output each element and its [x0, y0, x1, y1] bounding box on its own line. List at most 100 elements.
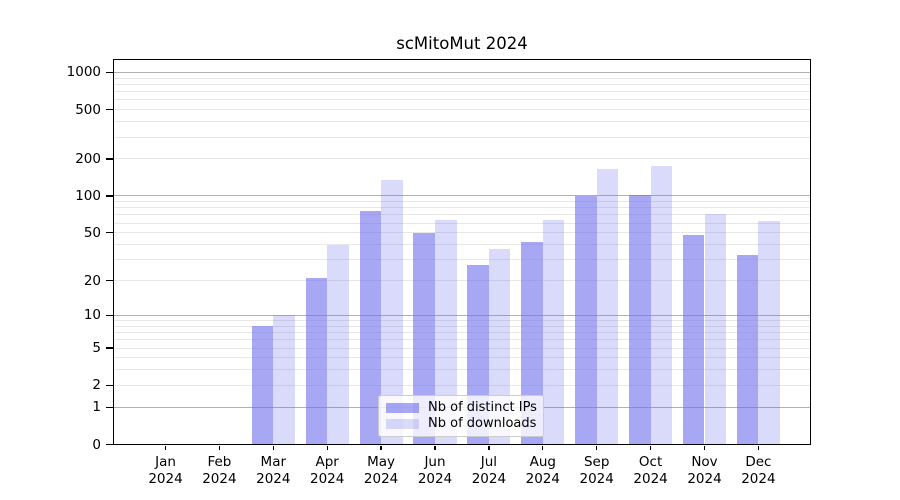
x-tick [488, 446, 490, 450]
x-tick [380, 446, 382, 450]
gridline-minor [113, 158, 811, 160]
gridline-minor [113, 109, 811, 111]
x-tick-label: Apr 2024 [310, 454, 345, 487]
bar-nb-of-downloads-oct-2024 [650, 166, 673, 445]
y-tick-label: 50 [83, 224, 101, 241]
bar-nb-of-distinct-ips-jun-2024 [413, 232, 435, 445]
x-tick [218, 446, 221, 450]
y-tick [106, 406, 113, 408]
gridline-minor [113, 207, 811, 209]
y-tick-label: 0 [92, 436, 101, 453]
legend-item-downloads: Nb of downloads [386, 416, 536, 432]
x-tick [272, 446, 274, 450]
x-tick [326, 446, 328, 450]
y-tick-label: 2 [92, 377, 101, 394]
y-tick-label: 1 [92, 399, 101, 416]
bar-nb-of-distinct-ips-may-2024 [359, 211, 382, 445]
y-tick [106, 279, 113, 282]
x-tick-label: Oct 2024 [633, 454, 668, 487]
gridline-major [113, 314, 811, 316]
gridline-minor [113, 347, 811, 349]
x-tick [434, 446, 436, 450]
x-tick-label: Mar 2024 [256, 454, 291, 487]
y-tick [106, 384, 113, 387]
x-tick-label: Sep 2024 [579, 454, 614, 487]
y-tick [106, 314, 113, 317]
x-tick-label: Jan 2024 [148, 454, 183, 487]
bar-nb-of-downloads-apr-2024 [327, 244, 349, 445]
gridline-minor [113, 91, 811, 93]
y-tick [106, 347, 113, 349]
bar-nb-of-downloads-aug-2024 [542, 219, 565, 445]
x-tick [703, 446, 706, 450]
y-tick [106, 109, 113, 111]
x-tick-label: Jul 2024 [471, 454, 507, 487]
bar-nb-of-distinct-ips-nov-2024 [682, 234, 705, 445]
y-tick [106, 158, 113, 160]
legend: Nb of distinct IPs Nb of downloads [378, 395, 544, 437]
legend-item-distinct-ips: Nb of distinct IPs [386, 400, 537, 416]
legend-label-distinct-ips: Nb of distinct IPs [428, 400, 537, 415]
gridline-minor [113, 232, 811, 234]
gridline-minor [113, 83, 811, 85]
bar-nb-of-downloads-sep-2024 [596, 168, 619, 445]
bar-nb-of-distinct-ips-mar-2024 [251, 326, 274, 445]
y-tick-label: 200 [75, 150, 101, 167]
x-tick [542, 446, 544, 450]
gridline-minor [113, 222, 811, 224]
bar-nb-of-downloads-may-2024 [381, 180, 403, 445]
bar-nb-of-distinct-ips-apr-2024 [305, 278, 328, 445]
bar-nb-of-downloads-jun-2024 [435, 219, 457, 445]
gridline-minor [113, 214, 811, 216]
gridline-minor [113, 77, 811, 79]
x-tick-label: May 2024 [363, 454, 399, 487]
gridline-minor [113, 325, 811, 327]
gridline-minor [113, 99, 811, 101]
bar-nb-of-downloads-mar-2024 [273, 315, 295, 445]
gridline-minor [113, 339, 811, 341]
gridline-minor [113, 244, 811, 246]
gridline-minor [113, 259, 811, 261]
legend-swatch-downloads [386, 419, 419, 429]
y-tick [106, 195, 113, 197]
y-tick-label: 20 [83, 272, 101, 289]
x-tick-label: Jun 2024 [417, 454, 453, 487]
gridline-minor [113, 201, 811, 203]
bar-nb-of-downloads-nov-2024 [704, 214, 727, 445]
gridline-minor [113, 332, 811, 334]
gridline-minor [113, 384, 811, 386]
legend-label-downloads: Nb of downloads [428, 416, 537, 431]
y-tick-label: 1000 [66, 64, 101, 81]
y-tick [106, 232, 113, 234]
bar-nb-of-distinct-ips-dec-2024 [736, 254, 759, 445]
y-tick-label: 10 [83, 307, 101, 324]
x-tick [164, 446, 167, 450]
y-tick-label: 100 [75, 187, 101, 204]
gridline-minor [113, 320, 811, 321]
bar-nb-of-distinct-ips-oct-2024 [629, 194, 651, 445]
gridline-minor [113, 357, 811, 359]
x-tick [757, 446, 760, 450]
y-tick-label: 5 [92, 340, 101, 356]
y-tick [106, 443, 113, 446]
chart-title: scMitoMut 2024 [396, 34, 528, 53]
bar-nb-of-distinct-ips-sep-2024 [575, 195, 597, 445]
gridline-minor [113, 280, 811, 282]
gridline-minor [113, 136, 811, 138]
gridline-minor [113, 121, 811, 123]
bar-nb-of-distinct-ips-aug-2024 [521, 241, 543, 445]
x-tick [596, 446, 598, 450]
gridline-major [113, 71, 811, 73]
y-tick-label: 500 [75, 101, 101, 118]
x-tick-label: Dec 2024 [741, 454, 776, 487]
x-tick-label: Nov 2024 [687, 454, 722, 487]
x-tick-label: Aug 2024 [525, 454, 560, 487]
gridline-major [113, 195, 811, 197]
gridline-minor [113, 369, 811, 371]
x-tick [649, 446, 652, 450]
y-tick [106, 71, 113, 74]
legend-swatch-distinct-ips [386, 403, 419, 413]
x-tick-label: Feb 2024 [202, 454, 237, 487]
bar-nb-of-downloads-dec-2024 [758, 221, 780, 445]
